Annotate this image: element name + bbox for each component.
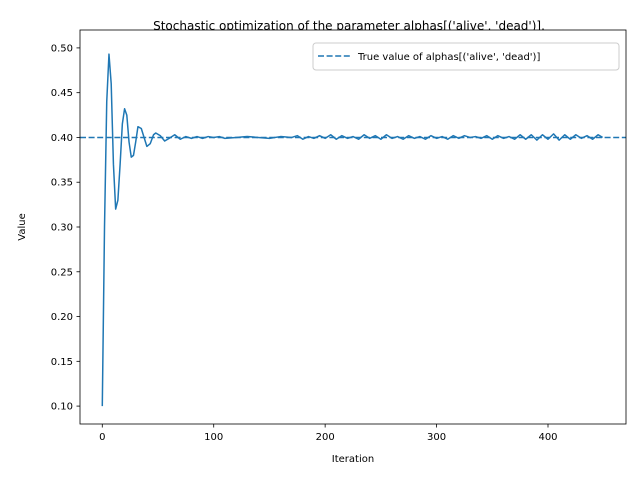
x-tick-label: 0 [99, 432, 105, 443]
x-tick-label: 100 [204, 432, 223, 443]
plot-area [80, 30, 626, 424]
y-tick-label: 0.20 [51, 312, 73, 323]
x-tick-label: 200 [316, 432, 335, 443]
x-tick-label: 400 [538, 432, 557, 443]
series-line [101, 53, 603, 407]
y-tick-label: 0.25 [51, 267, 73, 278]
y-tick-label: 0.30 [51, 223, 73, 234]
y-axis-ticks: 0.10 0.15 0.20 0.25 0.30 0.35 0.40 0.45 0.50 [51, 43, 80, 413]
y-tick-label: 0.50 [51, 43, 73, 54]
legend: True value of alphas[('alive', 'dead')] [312, 42, 620, 71]
x-tick-label: 300 [427, 432, 446, 443]
y-tick-label: 0.35 [51, 178, 73, 189]
y-tick-label: 0.40 [51, 133, 73, 144]
y-tick-label: 0.10 [51, 402, 73, 413]
y-tick-label: 0.45 [51, 88, 73, 99]
legend-box [312, 42, 620, 71]
x-axis-label: Iteration [332, 454, 374, 465]
x-axis-ticks: 0 100 200 300 400 [99, 424, 558, 443]
y-tick-label: 0.15 [51, 357, 73, 368]
y-axis-label: Value [17, 213, 28, 240]
series-group [101, 53, 603, 407]
chart-title: Stochastic optimization of the parameter… [153, 19, 545, 33]
legend-label: True value of alphas[('alive', 'dead')] [357, 52, 540, 63]
